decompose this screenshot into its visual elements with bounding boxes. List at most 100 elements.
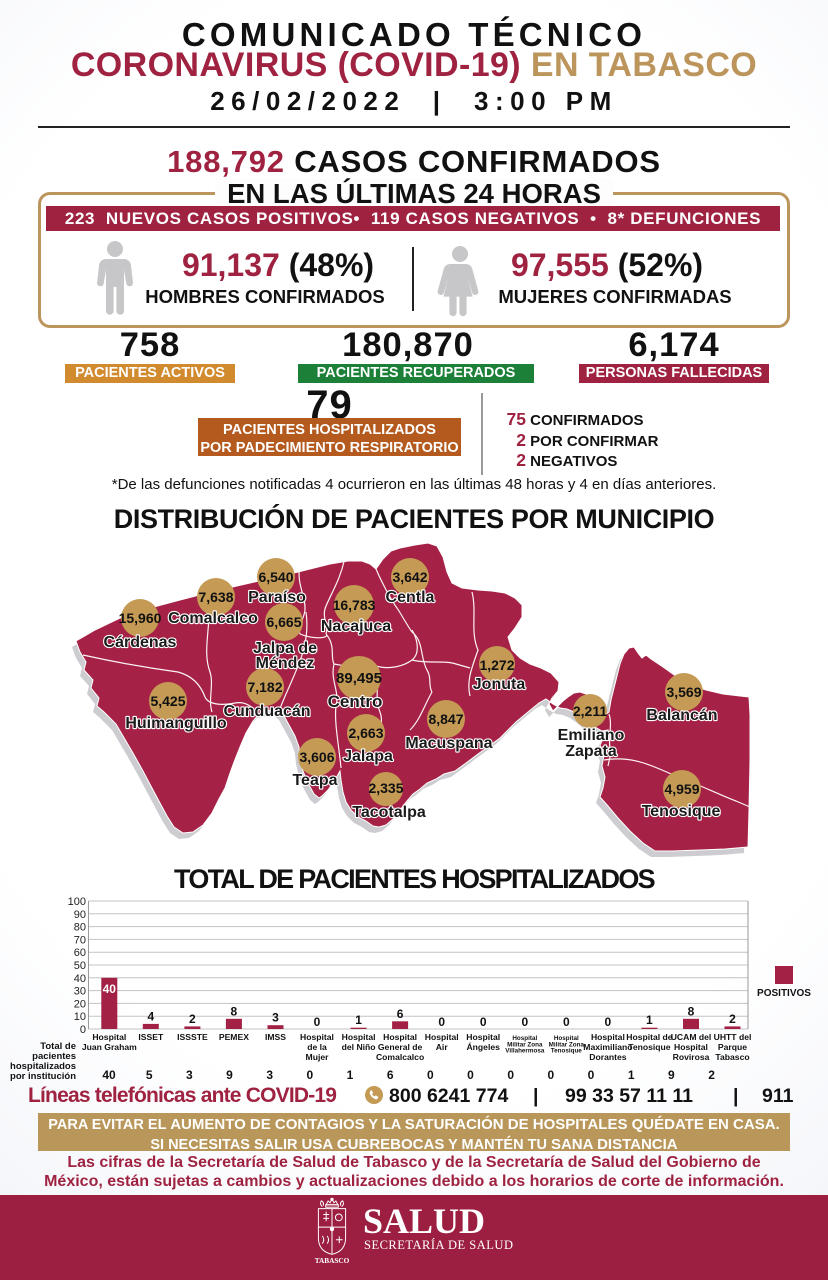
svg-text:Centro: Centro	[328, 692, 383, 711]
svg-text:hospitalizados: hospitalizados	[10, 1061, 76, 1072]
svg-text:60: 60	[74, 947, 86, 959]
svg-text:Paraíso: Paraíso	[248, 589, 306, 606]
svg-text:pacientes: pacientes	[32, 1051, 76, 1062]
svg-text:40: 40	[102, 1068, 116, 1082]
svg-text:Zapata: Zapata	[565, 743, 617, 760]
svg-text:2: 2	[729, 1012, 736, 1026]
svg-text:0: 0	[427, 1068, 434, 1082]
svg-text:2,663: 2,663	[348, 725, 383, 741]
svg-text:Ángeles: Ángeles	[466, 1042, 500, 1052]
svg-text:Comalcalco: Comalcalco	[376, 1052, 424, 1062]
svg-text:6,665: 6,665	[266, 614, 301, 630]
svg-text:6,540: 6,540	[258, 569, 293, 585]
svg-text:5,425: 5,425	[150, 693, 185, 709]
svg-text:70: 70	[74, 934, 86, 946]
svg-text:2: 2	[189, 1012, 196, 1026]
svg-text:UCAM del: UCAM del	[671, 1032, 712, 1042]
svg-text:7,182: 7,182	[247, 679, 282, 695]
svg-text:1: 1	[355, 1013, 362, 1027]
svg-text:Total de: Total de	[40, 1041, 76, 1052]
svg-text:80: 80	[74, 922, 86, 934]
svg-text:3,606: 3,606	[299, 749, 334, 765]
svg-text:Cárdenas: Cárdenas	[104, 634, 177, 651]
svg-text:del Niño: del Niño	[342, 1042, 376, 1052]
svg-text:100: 100	[68, 896, 86, 908]
svg-text:1,272: 1,272	[479, 657, 514, 673]
svg-text:Hospital: Hospital	[591, 1032, 625, 1042]
svg-text:Dorantes: Dorantes	[589, 1052, 626, 1062]
svg-text:40: 40	[103, 982, 117, 996]
svg-text:Mujer: Mujer	[306, 1052, 330, 1062]
svg-text:Hospital de: Hospital de	[626, 1032, 673, 1042]
svg-text:8,847: 8,847	[428, 711, 463, 727]
svg-text:ISSSTE: ISSSTE	[177, 1032, 208, 1042]
svg-text:Hospital: Hospital	[92, 1032, 126, 1042]
svg-text:1: 1	[628, 1068, 635, 1082]
svg-text:Hospital: Hospital	[342, 1032, 376, 1042]
svg-text:50: 50	[74, 960, 86, 972]
svg-text:9: 9	[226, 1068, 233, 1082]
svg-text:Nacajuca: Nacajuca	[321, 618, 391, 635]
svg-text:0: 0	[467, 1068, 474, 1082]
svg-text:Tenosique: Tenosique	[551, 1048, 583, 1055]
svg-text:Maximiliano: Maximiliano	[583, 1042, 632, 1052]
svg-text:Cunduacán: Cunduacán	[223, 703, 310, 720]
svg-text:0: 0	[548, 1068, 555, 1082]
svg-text:POSITIVOS: POSITIVOS	[757, 988, 811, 999]
svg-text:0: 0	[507, 1068, 514, 1082]
svg-text:Air: Air	[436, 1042, 449, 1052]
svg-text:Centla: Centla	[386, 589, 435, 606]
svg-text:Emiliano: Emiliano	[558, 727, 625, 744]
svg-text:5: 5	[146, 1068, 153, 1082]
svg-text:15,960: 15,960	[119, 610, 162, 626]
svg-text:IMSS: IMSS	[265, 1032, 286, 1042]
svg-text:Hospital: Hospital	[512, 1035, 537, 1042]
svg-text:3: 3	[272, 1011, 279, 1025]
svg-text:4: 4	[147, 1009, 154, 1023]
svg-text:Militar Zona: Militar Zona	[549, 1041, 585, 1048]
svg-text:Jalapa: Jalapa	[343, 748, 393, 765]
svg-text:90: 90	[74, 909, 86, 921]
svg-text:0: 0	[80, 1024, 86, 1036]
svg-text:0: 0	[605, 1015, 612, 1029]
svg-text:Hospital: Hospital	[466, 1032, 500, 1042]
svg-text:Tacotalpa: Tacotalpa	[352, 804, 426, 821]
svg-text:30: 30	[74, 986, 86, 998]
svg-text:Tabasco: Tabasco	[715, 1052, 749, 1062]
svg-text:3: 3	[186, 1068, 193, 1082]
svg-text:por institución: por institución	[10, 1071, 76, 1082]
svg-text:2,335: 2,335	[368, 780, 403, 796]
svg-text:Hospital: Hospital	[383, 1032, 417, 1042]
svg-text:Militar Zona: Militar Zona	[507, 1041, 543, 1048]
svg-text:Hospital: Hospital	[300, 1032, 334, 1042]
svg-text:Comalcalco: Comalcalco	[168, 610, 258, 627]
svg-text:8: 8	[231, 1004, 238, 1018]
svg-text:Jalpa de: Jalpa de	[253, 640, 317, 657]
svg-text:0: 0	[314, 1015, 321, 1029]
svg-text:16,783: 16,783	[333, 597, 376, 613]
svg-text:1: 1	[347, 1068, 354, 1082]
svg-text:Huimanguillo: Huimanguillo	[125, 715, 227, 732]
svg-text:7,638: 7,638	[198, 589, 233, 605]
svg-text:ISSET: ISSET	[138, 1032, 164, 1042]
svg-text:Juan Graham: Juan Graham	[82, 1042, 137, 1052]
svg-text:Macuspana: Macuspana	[405, 735, 492, 752]
svg-text:Rovirosa: Rovirosa	[673, 1052, 710, 1062]
svg-text:6: 6	[387, 1068, 394, 1082]
svg-text:Méndez: Méndez	[256, 655, 315, 672]
svg-text:6: 6	[397, 1007, 404, 1021]
svg-text:10: 10	[74, 1011, 86, 1023]
svg-text:TABASCO: TABASCO	[315, 1257, 350, 1265]
svg-text:2,211: 2,211	[573, 703, 607, 719]
svg-text:2: 2	[708, 1068, 715, 1082]
svg-text:0: 0	[521, 1015, 528, 1029]
svg-text:Jonuta: Jonuta	[473, 676, 526, 693]
svg-text:3: 3	[266, 1068, 273, 1082]
svg-text:0: 0	[588, 1068, 595, 1082]
svg-text:3,642: 3,642	[392, 569, 427, 585]
svg-text:0: 0	[563, 1015, 570, 1029]
svg-text:Teapa: Teapa	[292, 772, 337, 789]
svg-text:9: 9	[668, 1068, 675, 1082]
svg-text:UHTT del: UHTT del	[714, 1032, 752, 1042]
svg-text:Hospital: Hospital	[425, 1032, 459, 1042]
